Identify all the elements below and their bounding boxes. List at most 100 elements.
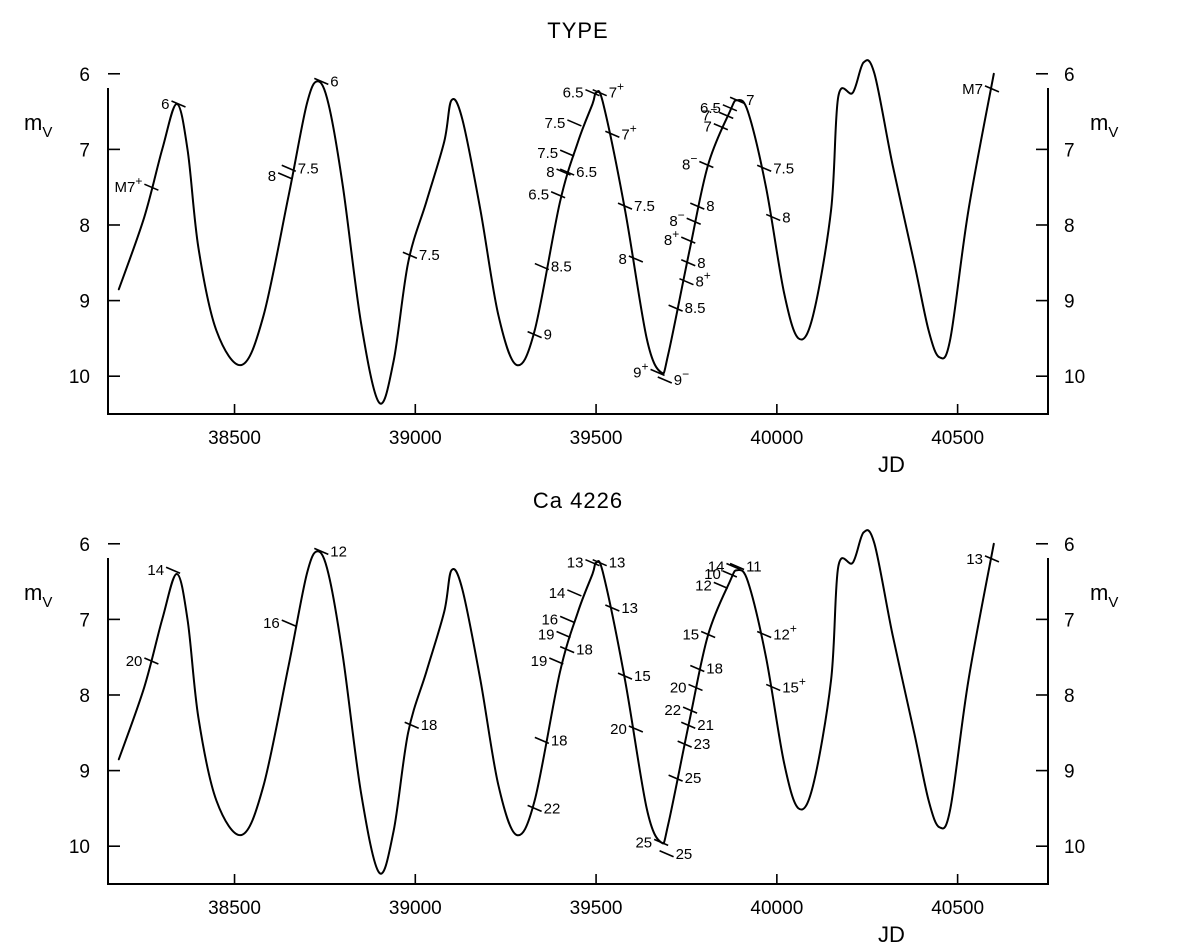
annotation-label: 7.5 (545, 115, 566, 132)
y-tick-label-right: 9 (1064, 762, 1075, 783)
annotation-label: 8.5 (685, 300, 706, 317)
annotation-label: 25 (676, 846, 693, 863)
y-tick-label-right: 9 (1064, 292, 1075, 313)
chart-title: TYPE (547, 18, 608, 43)
y-tick-label-right: 10 (1064, 367, 1085, 388)
annotation-mark (628, 255, 644, 263)
annotation-mark (650, 368, 665, 377)
annotation-mark (313, 547, 329, 556)
y-axis-label-right: mV (1090, 110, 1118, 141)
annotation-label: 23 (694, 736, 711, 753)
annotation-mark (679, 277, 694, 286)
annotation-label: 8 (619, 251, 627, 268)
annotation-mark (722, 570, 738, 578)
annotation-mark (657, 376, 673, 384)
annotation-label: 6.5 (700, 100, 721, 117)
annotation-mark (559, 645, 575, 654)
annotation-mark (567, 119, 582, 127)
y-tick-label-right: 6 (1064, 535, 1075, 556)
y-tick-label-left: 7 (79, 610, 90, 631)
y-tick-label-left: 7 (79, 140, 90, 161)
annotation-label: 6.5 (528, 187, 549, 204)
axis-frame (107, 88, 1049, 415)
annotation-label: 20 (610, 721, 627, 738)
chart-title: Ca 4226 (533, 488, 623, 513)
x-tick-label: 39000 (389, 898, 442, 919)
annotation-label: 16 (541, 611, 558, 628)
annotation-mark (281, 164, 297, 173)
y-tick-label-left: 9 (79, 292, 90, 313)
annotation-mark (718, 111, 734, 120)
annotation-mark (559, 168, 575, 176)
annotation-mark (765, 213, 781, 222)
annotation-label: 8+ (695, 269, 710, 291)
annotation-label: 13 (966, 551, 983, 568)
x-tick-label: 40500 (931, 898, 984, 919)
annotation-mark (713, 122, 729, 131)
annotation-label: 12 (695, 577, 712, 594)
annotation-mark (628, 725, 644, 733)
annotation-label: 22 (664, 702, 681, 719)
annotation-mark (688, 683, 703, 692)
annotation-mark (686, 217, 702, 225)
annotation-mark (144, 183, 159, 191)
annotation-mark (313, 77, 329, 86)
annotation-mark (689, 202, 705, 210)
annotation-mark (668, 304, 683, 312)
y-tick-label-left: 10 (69, 367, 90, 388)
y-tick-label-left: 6 (79, 535, 90, 556)
x-tick-label: 38500 (208, 428, 261, 449)
annotation-mark (729, 96, 745, 104)
annotation-label: 20 (126, 653, 143, 670)
annotation-label: 6.5 (576, 164, 597, 181)
annotation-label: 6 (330, 73, 338, 90)
annotation-label: 8.5 (551, 259, 572, 276)
y-tick-label-right: 8 (1064, 216, 1075, 237)
annotation-label: 14 (147, 562, 164, 579)
annotation-label: 21 (697, 717, 714, 734)
annotation-mark (689, 664, 705, 673)
annotation-label: 19 (531, 653, 548, 670)
annotation-mark (585, 88, 600, 97)
y-tick-label-left: 10 (69, 837, 90, 858)
annotation-mark (765, 683, 781, 692)
annotation-mark (617, 672, 633, 680)
annotation-mark (617, 202, 633, 210)
annotation-label: 18 (576, 642, 593, 659)
ca4226-panel: Ca 4226 6 6 7 7 8 8 9 9 10 10 38500 39000 39500 40000 4… (24, 488, 1118, 947)
annotation-mark (527, 330, 542, 339)
annotation-label: 7.5 (634, 198, 655, 215)
x-tick-label: 40000 (750, 428, 803, 449)
annotation-mark (277, 172, 293, 180)
y-tick-label-right: 10 (1064, 837, 1085, 858)
annotation-mark (699, 160, 714, 169)
annotation-label: 8 (546, 164, 554, 181)
annotation-mark (729, 562, 745, 571)
x-tick-label: 39500 (570, 428, 623, 449)
annotation-mark (605, 604, 620, 612)
x-axis-label: JD (878, 922, 905, 947)
annotation-mark (677, 740, 692, 748)
annotation-mark (281, 619, 297, 627)
x-tick-label: 40500 (931, 428, 984, 449)
annotation-mark (592, 558, 608, 567)
y-axis-label-left: mV (24, 110, 52, 141)
annotation-label: 6.5 (563, 85, 584, 102)
annotation-label: 13 (567, 555, 584, 572)
annotation-label: M7+ (115, 174, 143, 196)
axis-frame (107, 558, 1049, 885)
light-curve (117, 529, 995, 875)
annotation-mark (404, 721, 420, 729)
annotation-mark (605, 130, 620, 138)
annotation-mark (682, 706, 698, 714)
annotation-label: 7.5 (537, 145, 558, 162)
annotation-mark (713, 581, 729, 590)
annotation-mark (171, 100, 186, 108)
annotation-mark (165, 566, 181, 574)
x-tick-label: 40000 (750, 898, 803, 919)
x-tick-label: 39000 (389, 428, 442, 449)
annotation-mark (984, 555, 1000, 563)
annotation-label: 19 (538, 627, 555, 644)
annotation-label: 18 (706, 661, 723, 678)
annotation-mark (556, 168, 571, 176)
